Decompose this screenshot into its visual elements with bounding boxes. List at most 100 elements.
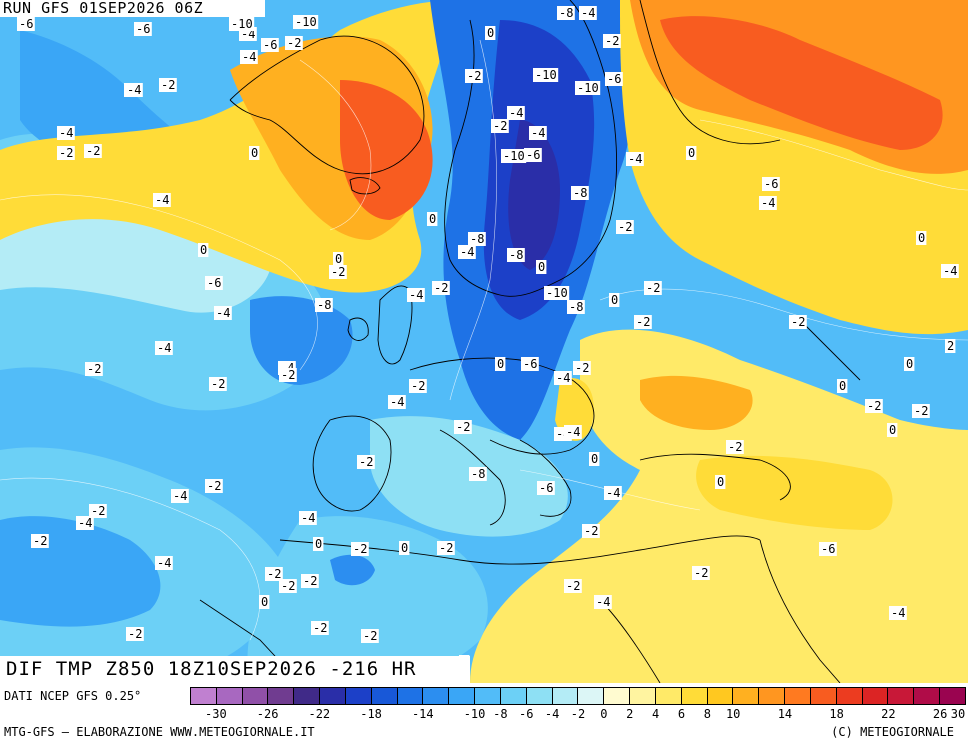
contour-label-bg bbox=[351, 542, 369, 556]
contour-label: 0 bbox=[611, 293, 618, 307]
contour-label-bg bbox=[171, 489, 189, 503]
contour-label-bg bbox=[626, 152, 644, 166]
contour-label-bg bbox=[521, 357, 539, 371]
contour-label: -2 bbox=[331, 265, 345, 279]
contour-label-bg bbox=[259, 595, 270, 609]
legend-tick-label: 4 bbox=[651, 707, 660, 721]
contour-label: -2 bbox=[791, 315, 805, 329]
contour-label: -2 bbox=[359, 455, 373, 469]
contour-label: -2 bbox=[281, 368, 295, 382]
contour-label: -4 bbox=[628, 152, 642, 166]
contour-label-bg bbox=[333, 252, 344, 266]
contour-label: -2 bbox=[128, 627, 142, 641]
contour-label: 0 bbox=[401, 541, 408, 555]
contour-label-bg bbox=[941, 264, 959, 278]
contour-label-bg bbox=[209, 377, 227, 391]
contour-label: -4 bbox=[943, 264, 957, 278]
legend-swatch bbox=[914, 688, 941, 704]
contour-label: 0 bbox=[335, 252, 342, 266]
legend-swatch bbox=[759, 688, 786, 704]
contour-label-bg bbox=[537, 481, 555, 495]
contour-label-bg bbox=[279, 368, 297, 382]
contour-label-bg bbox=[485, 26, 496, 40]
contour-label: 0 bbox=[200, 243, 207, 257]
legend-tick-label: -6 bbox=[519, 707, 534, 721]
contour-label-bg bbox=[554, 371, 572, 385]
contour-label-bg bbox=[567, 300, 585, 314]
contour-label: -10 bbox=[577, 81, 599, 95]
contour-label: -10 bbox=[535, 68, 557, 82]
contour-label: -2 bbox=[207, 479, 221, 493]
legend-tick-label: -22 bbox=[308, 707, 331, 721]
legend-swatch bbox=[423, 688, 450, 704]
legend-tick-label: 18 bbox=[829, 707, 844, 721]
contour-label: -6 bbox=[764, 177, 778, 191]
contour-label: -4 bbox=[157, 341, 171, 355]
contour-label: -8 bbox=[573, 186, 587, 200]
contour-label-bg bbox=[357, 455, 375, 469]
legend-tick-label: 22 bbox=[881, 707, 896, 721]
legend-swatch bbox=[810, 688, 837, 704]
credit-left: MTG-GFS — ELABORAZIONE WWW.METEOGIORNALE… bbox=[4, 725, 315, 739]
contour-label-bg bbox=[887, 423, 898, 437]
contour-label-bg bbox=[468, 232, 486, 246]
contour-label: 0 bbox=[717, 475, 724, 489]
contour-label: 0 bbox=[429, 212, 436, 226]
contour-label-bg bbox=[313, 537, 324, 551]
legend-swatch bbox=[888, 688, 915, 704]
contour-label-bg bbox=[865, 399, 883, 413]
contour-label: -2 bbox=[303, 574, 317, 588]
data-source-label: DATI NCEP GFS 0.25° bbox=[4, 689, 142, 703]
contour-label-bg bbox=[311, 621, 329, 635]
contour-label: -8 bbox=[569, 300, 583, 314]
contour-label: -4 bbox=[606, 486, 620, 500]
contour-label-bg bbox=[837, 379, 848, 393]
contour-label-bg bbox=[557, 6, 575, 20]
legend-swatch bbox=[242, 688, 269, 704]
contour-label-bg bbox=[491, 119, 509, 133]
contour-label-bg bbox=[301, 574, 319, 588]
contour-label-bg bbox=[916, 231, 927, 245]
contour-label: -2 bbox=[439, 541, 453, 555]
legend-tick-label: -14 bbox=[411, 707, 434, 721]
contour-label-bg bbox=[315, 298, 333, 312]
legend-swatch bbox=[191, 688, 217, 704]
legend-swatch bbox=[345, 688, 372, 704]
contour-label-bg bbox=[285, 36, 303, 50]
contour-label: -2 bbox=[575, 361, 589, 375]
contour-label: 0 bbox=[538, 260, 545, 274]
contour-label: 0 bbox=[906, 357, 913, 371]
contour-label: -8 bbox=[317, 298, 331, 312]
contour-label-bg bbox=[31, 534, 49, 548]
contour-label-bg bbox=[153, 193, 171, 207]
contour-label: -2 bbox=[566, 579, 580, 593]
legend-tick-label: -30 bbox=[205, 707, 227, 721]
contour-label: -8 bbox=[471, 467, 485, 481]
contour-label-bg bbox=[57, 126, 75, 140]
contour-label-bg bbox=[789, 315, 807, 329]
contour-label-bg bbox=[249, 146, 260, 160]
map-title: DIF TMP Z850 18Z10SEP2026 -216 HR bbox=[0, 656, 470, 683]
contour-label-bg bbox=[89, 504, 107, 518]
legend-swatch bbox=[836, 688, 863, 704]
contour-label-bg bbox=[155, 556, 173, 570]
contour-label: 0 bbox=[261, 595, 268, 609]
color-scale-ticks: -30 -26 -22 -18 -14 -10 -8 -6 -4 -2 0 2 4 6 8 10 14 18 22 2… bbox=[190, 707, 966, 721]
credit-right: (C) METEOGIORNALE bbox=[831, 725, 954, 739]
contour-label-bg bbox=[762, 177, 780, 191]
legend-tick-label: 14 bbox=[777, 707, 793, 721]
contour-label: -10 bbox=[503, 149, 525, 163]
contour-label: -2 bbox=[211, 377, 225, 391]
contour-label-bg bbox=[605, 72, 623, 86]
contour-label: -4 bbox=[891, 606, 905, 620]
legend-tick-label: -4 bbox=[544, 707, 560, 721]
contour-label-bg bbox=[945, 339, 956, 353]
contour-label-bg bbox=[229, 17, 255, 31]
contour-label: 0 bbox=[315, 537, 322, 551]
legend-swatch bbox=[630, 688, 656, 704]
contour-label-bg bbox=[299, 511, 317, 525]
contour-label: 0 bbox=[889, 423, 896, 437]
contour-label-bg bbox=[524, 148, 542, 162]
contour-label-bg bbox=[726, 440, 744, 454]
contour-label-bg bbox=[159, 78, 177, 92]
